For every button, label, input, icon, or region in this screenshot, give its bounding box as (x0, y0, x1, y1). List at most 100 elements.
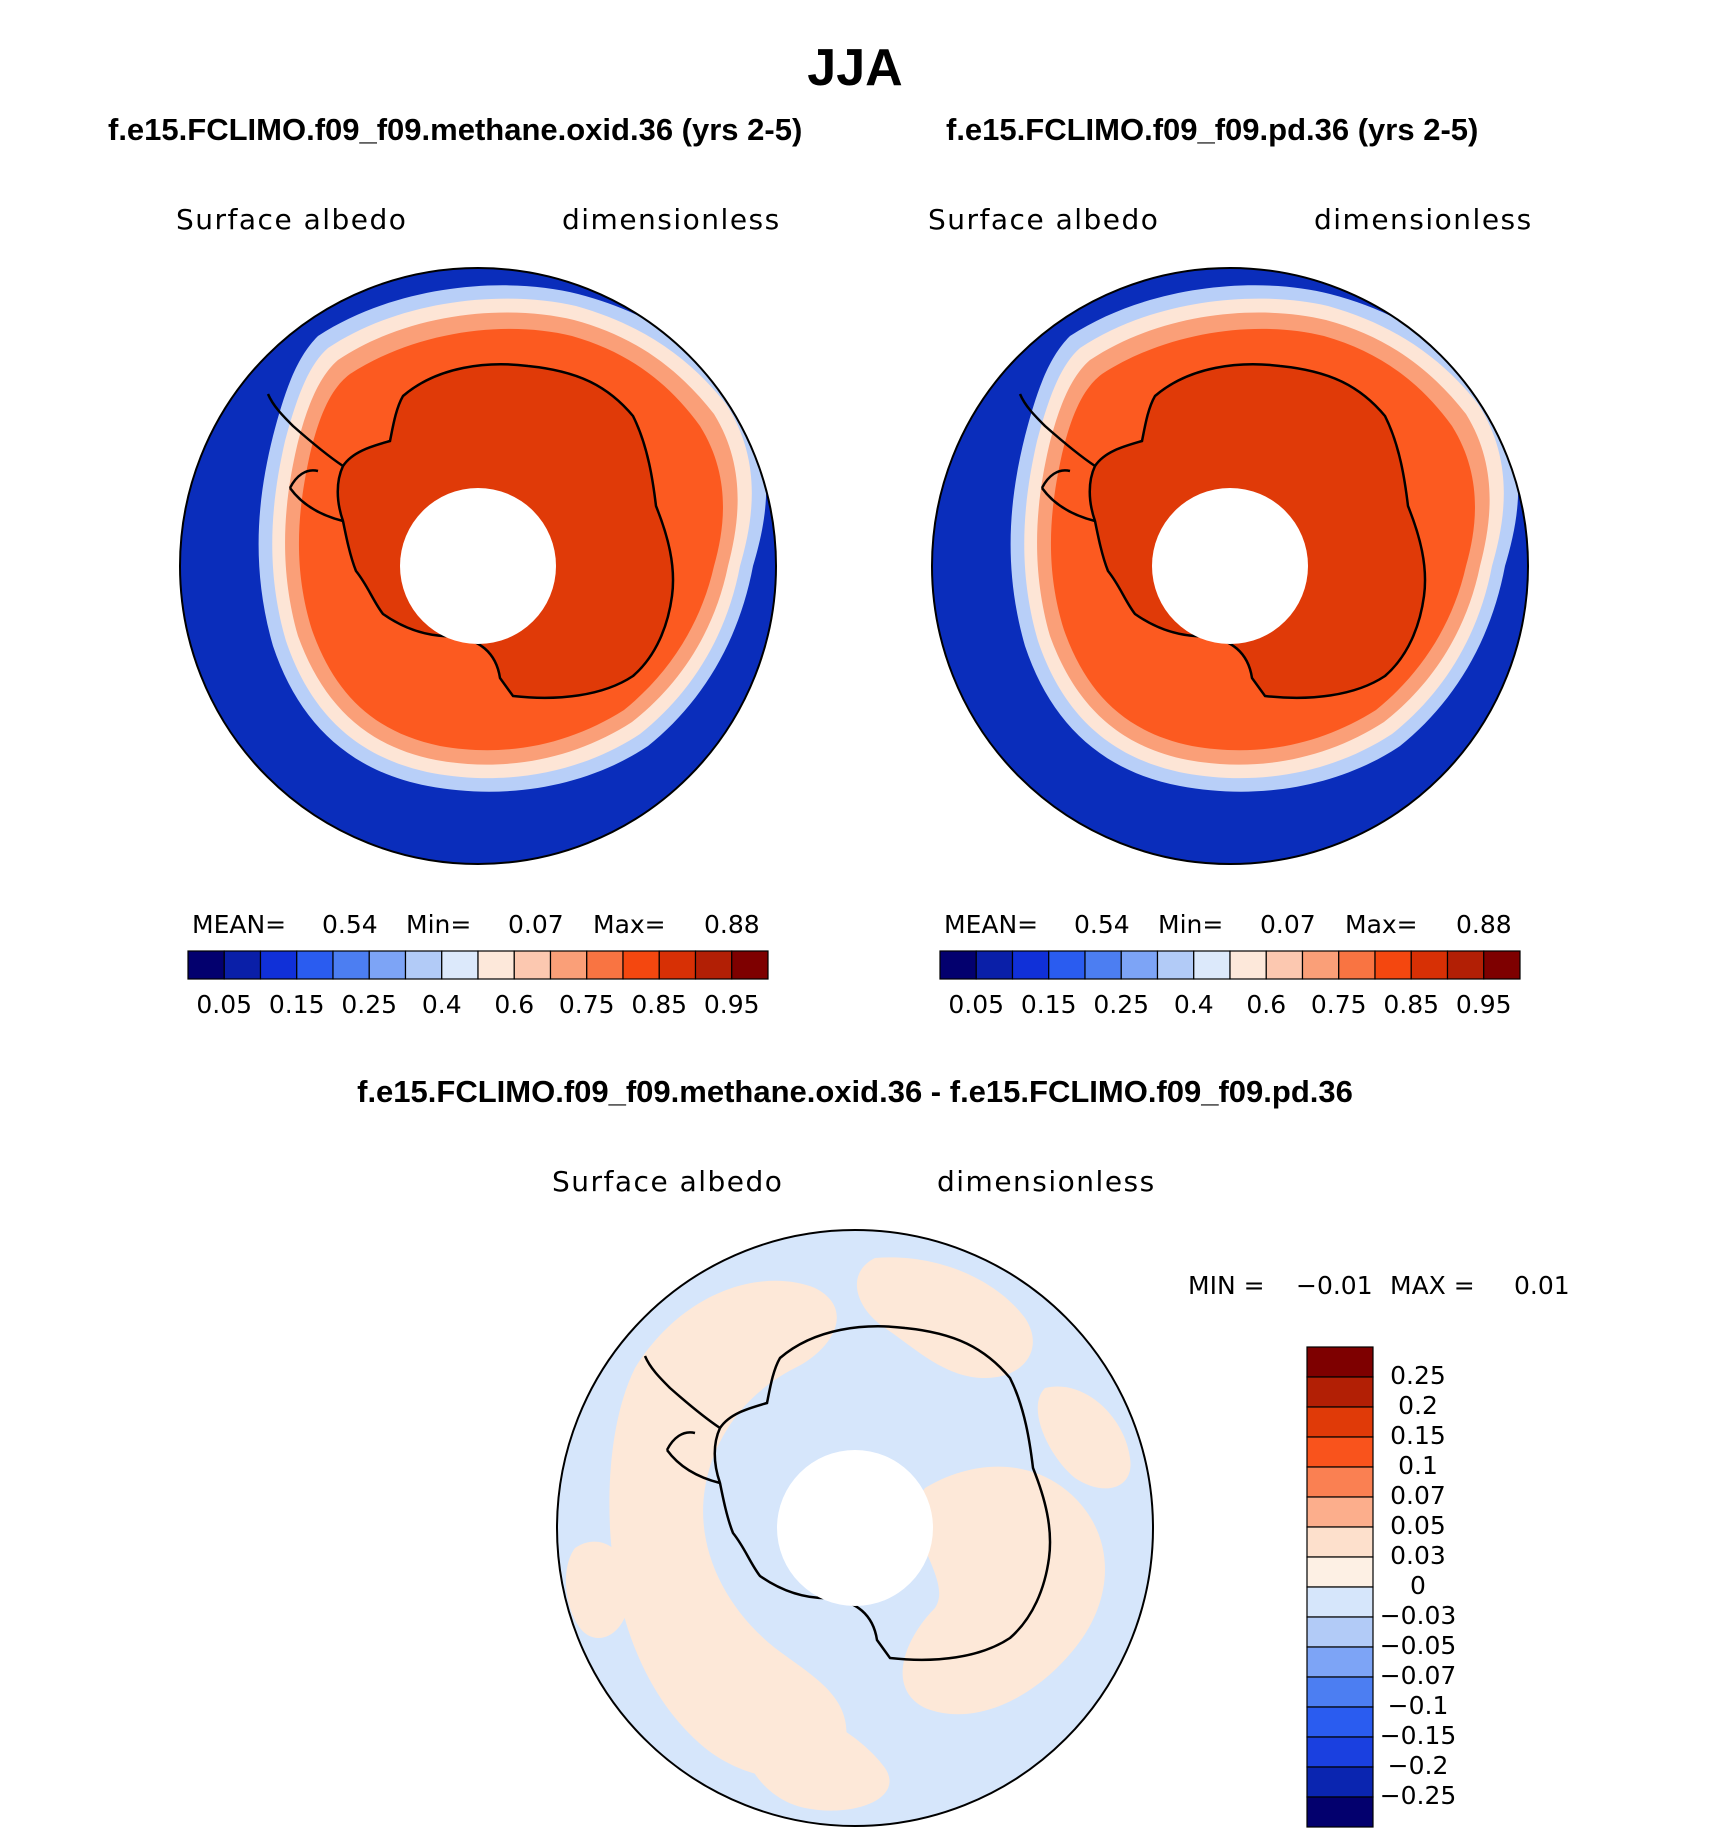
panel-2-mean-value: 0.54 (1074, 910, 1130, 939)
diff-colorbar-box (1306, 1646, 1374, 1678)
diff-positive-patch-c (902, 1466, 1105, 1715)
colorbar-tick-label: 0.6 (1246, 990, 1287, 1019)
colorbar-tick-label: 0.25 (341, 990, 398, 1019)
panel-1-mean-value: 0.54 (322, 910, 378, 939)
colorbar-tick-label: 0.4 (1173, 990, 1214, 1019)
colorbar-box (477, 950, 515, 980)
colorbar-box (1229, 950, 1267, 980)
colorbar-tick-label: 0.05 (196, 990, 253, 1019)
main-title: JJA (807, 39, 903, 97)
colorbar-tick-label: 0.05 (948, 990, 1005, 1019)
colorbar-tick-label: 0.95 (703, 990, 760, 1019)
diff-colorbar-tick-label: 0.2 (1398, 1391, 1438, 1420)
colorbar-box (1483, 950, 1521, 980)
diff-colorbar-tick-label: 0.15 (1390, 1421, 1446, 1450)
diff-colorbar-box (1306, 1616, 1374, 1648)
diff-colorbar-box (1306, 1466, 1374, 1498)
colorbar-box (1374, 950, 1412, 980)
diff-units: dimensionless (937, 1165, 1156, 1198)
diff-map-border (556, 1229, 1154, 1827)
panel-2-units: dimensionless (1314, 203, 1533, 236)
colorbar-tick-label: 0.95 (1455, 990, 1512, 1019)
colorbar-box (658, 950, 697, 980)
colorbar-box (1156, 950, 1195, 980)
colorbar-box (513, 950, 552, 980)
diff-positive-patch-f (743, 1706, 890, 1811)
panel-2-peninsula (1018, 393, 1096, 523)
colorbar-box (586, 950, 624, 980)
diff-min-value: −0.01 (1296, 1271, 1373, 1300)
diff-peninsula (643, 1355, 721, 1485)
panel-2-variable: Surface albedo (928, 203, 1160, 236)
diff-colorbar-box (1306, 1376, 1374, 1408)
colorbar-box (1193, 950, 1231, 980)
colorbar-box (1120, 950, 1159, 980)
colorbar-tick-label: 0.75 (1310, 990, 1367, 1019)
diff-colorbar-tick-label: −0.03 (1379, 1601, 1457, 1630)
panel-1-units: dimensionless (562, 203, 781, 236)
colorbar-tick-label: 0.15 (1020, 990, 1077, 1019)
diff-positive-patch-e (1037, 1386, 1131, 1489)
panel-2-pole-hole (1152, 488, 1308, 644)
diff-colorbar-box (1306, 1706, 1374, 1738)
diff-colorbar-box (1306, 1346, 1374, 1378)
diff-colorbar-box (1306, 1766, 1374, 1798)
colorbar-box (694, 950, 733, 980)
colorbar-tick-label: 0.85 (1383, 990, 1440, 1019)
diff-colorbar-box (1306, 1736, 1374, 1768)
diff-colorbar-box (1306, 1436, 1374, 1468)
diff-colorbar (1306, 1346, 1374, 1828)
colorbar-tick-label: 0.85 (631, 990, 688, 1019)
colorbar-tick-label: 0.15 (268, 990, 325, 1019)
diff-title: f.e15.FCLIMO.f09_f09.methane.oxid.36 - f… (357, 1074, 1353, 1109)
colorbar-box (296, 950, 334, 980)
colorbar-box (731, 950, 769, 980)
colorbar-box (1265, 950, 1304, 980)
panel-2-min-value: 0.07 (1260, 910, 1316, 939)
diff-min-label: MIN = (1188, 1271, 1265, 1300)
colorbar-box (1084, 950, 1122, 980)
colorbar-box (368, 950, 407, 980)
colorbar-tick-label: 0.25 (1093, 990, 1150, 1019)
colorbar-tick-label: 0.4 (421, 990, 462, 1019)
diff-colorbar-tick-label: 0.07 (1390, 1481, 1446, 1510)
diff-colorbar-tick-label: 0 (1410, 1571, 1426, 1600)
panel-1-colorbar (187, 950, 769, 980)
diff-pole-hole (777, 1450, 933, 1606)
panel-1-pole-hole (400, 488, 556, 644)
diff-colorbar-tick-label: 0.03 (1390, 1541, 1446, 1570)
panel-1-min-value: 0.07 (508, 910, 564, 939)
panel-2-map-border (931, 267, 1529, 865)
panel-2-max-label: Max= (1345, 910, 1418, 939)
diff-colorbar-box (1306, 1676, 1374, 1708)
diff-colorbar-tick-label: −0.07 (1379, 1661, 1457, 1690)
diff-colorbar-tick-label: 0.1 (1398, 1451, 1438, 1480)
colorbar-box (441, 950, 479, 980)
panel-2-title: f.e15.FCLIMO.f09_f09.pd.36 (yrs 2-5) (946, 112, 1479, 147)
colorbar-box (1410, 950, 1449, 980)
panel-1-min-label: Min= (406, 910, 472, 939)
colorbar-box (549, 950, 588, 980)
colorbar-box (332, 950, 370, 980)
diff-variable: Surface albedo (552, 1165, 784, 1198)
diff-max-label: MAX = (1390, 1271, 1475, 1300)
panel-2-max-value: 0.88 (1456, 910, 1512, 939)
colorbar-box (1446, 950, 1485, 980)
diff-colorbar-tick-label: 0.05 (1390, 1511, 1446, 1540)
colorbar-box (939, 950, 977, 980)
panel-2-min-label: Min= (1158, 910, 1224, 939)
colorbar-tick-label: 0.75 (558, 990, 615, 1019)
panel-1-max-label: Max= (593, 910, 666, 939)
diff-colorbar-tick-label: −0.15 (1379, 1721, 1457, 1750)
diff-colorbar-box (1306, 1496, 1374, 1528)
diff-colorbar-box (1306, 1406, 1374, 1438)
diff-colorbar-box (1306, 1556, 1374, 1588)
diff-antarctica (713, 1325, 1052, 1662)
diff-colorbar-tick-label: −0.2 (1387, 1751, 1449, 1780)
diff-positive-patch-a (609, 1280, 847, 1778)
colorbar-box (1011, 950, 1050, 980)
panel-2-colorbar (939, 950, 1521, 980)
colorbar-box (1301, 950, 1340, 980)
panel-2-mean-label: MEAN= (944, 910, 1039, 939)
colorbar-box (404, 950, 443, 980)
